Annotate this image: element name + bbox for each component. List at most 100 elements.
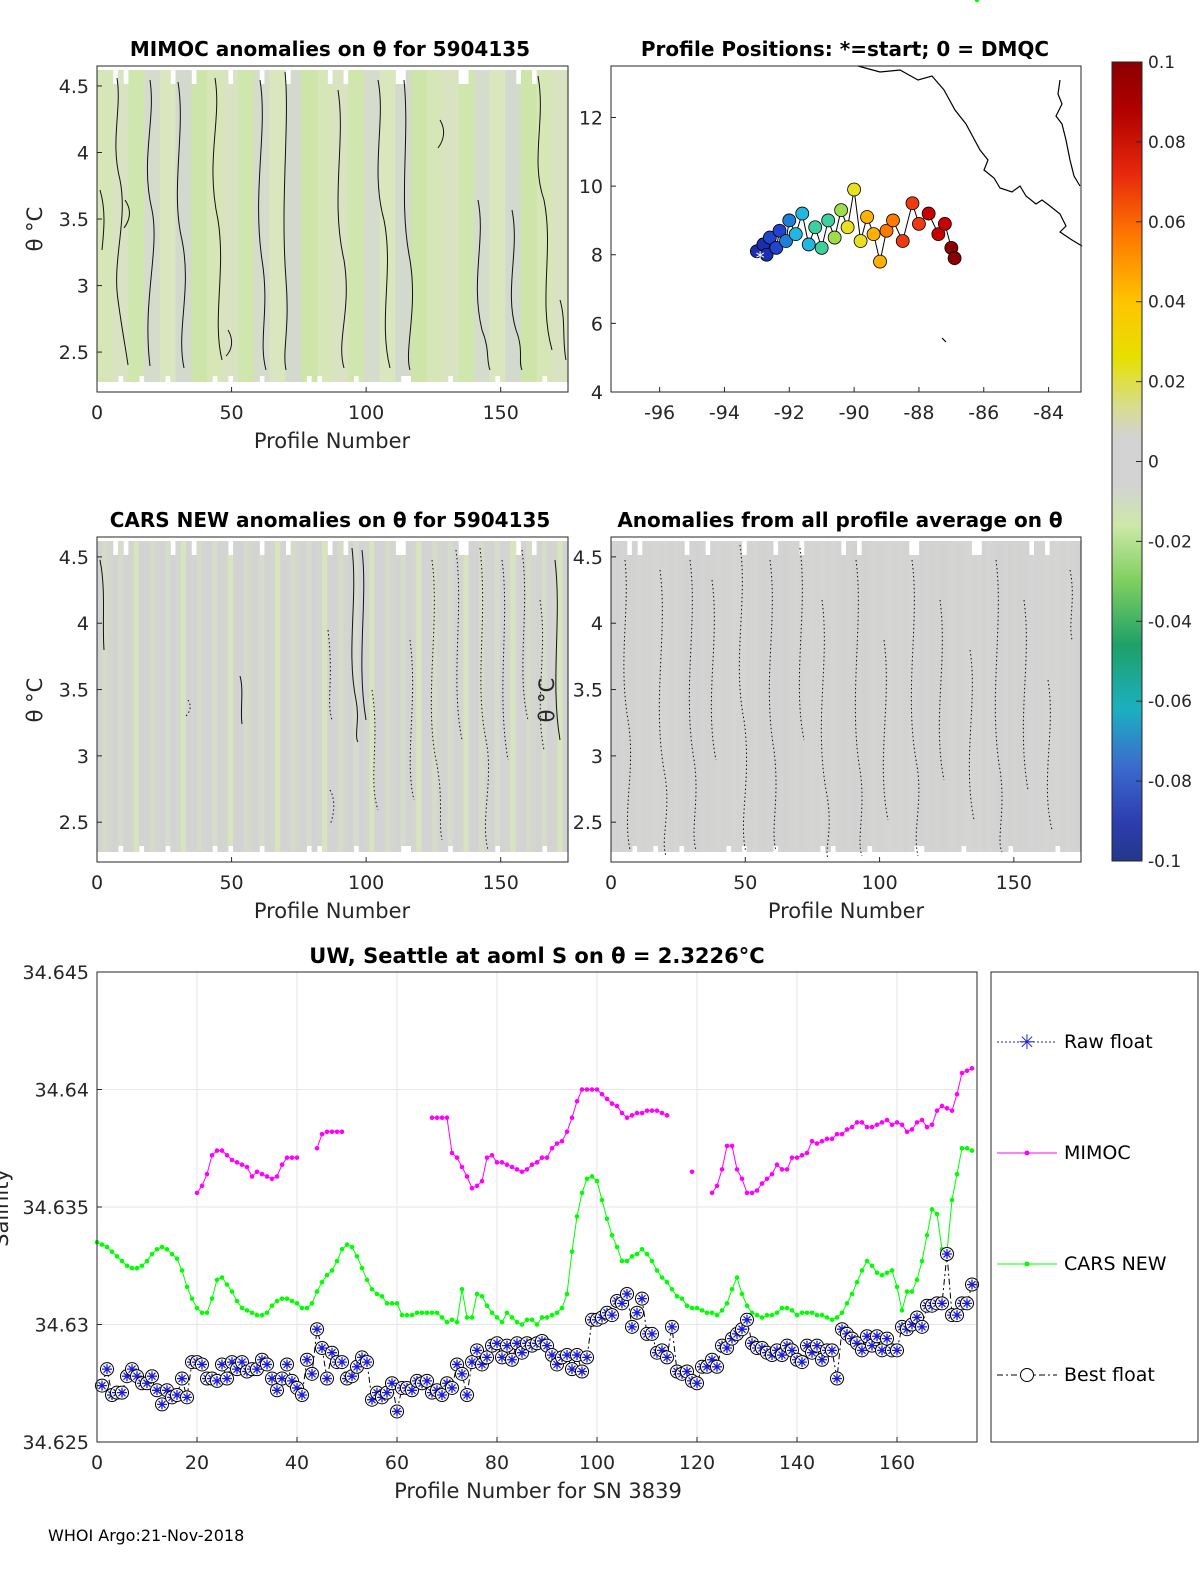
series-point: [589, 1087, 595, 1092]
legend-marker-mimoc: [1024, 1150, 1030, 1156]
field-cell: [940, 541, 946, 852]
field-cell: [269, 70, 276, 382]
raw-float-point: [492, 1338, 502, 1349]
field-cell: [647, 541, 654, 852]
mimoc-xtick-label: 150: [483, 402, 519, 424]
contour-line: [258, 79, 267, 371]
field-cell: [379, 541, 386, 852]
series-point: [814, 1312, 820, 1318]
anomalies-yticks: 2.5 3 3.5 4 4.5: [573, 547, 616, 834]
field-cell: [295, 70, 302, 382]
series-point: [819, 1312, 825, 1318]
series-point: [199, 1183, 205, 1189]
mimoc-yticks: 2.5 3 3.5 4 4.5: [59, 76, 102, 364]
field-cell: [191, 555, 198, 852]
raw-float-point: [667, 1321, 677, 1332]
raw-float-point: [637, 1293, 647, 1304]
contour-line: [537, 75, 553, 351]
field-cell: [102, 541, 109, 852]
series-point: [219, 1275, 225, 1280]
raw-float-point: [517, 1347, 527, 1358]
anomalies-title: Anomalies from all profile average on θ: [617, 508, 1062, 532]
contour-line: [99, 189, 105, 251]
field-cell: [107, 70, 114, 382]
field-cell: [411, 70, 417, 382]
series-point: [619, 1110, 625, 1116]
anomalies-ytick-label: 4: [591, 613, 603, 635]
series-point: [689, 1169, 695, 1175]
field-cell: [746, 541, 753, 852]
field-cell: [180, 70, 187, 382]
series-point: [644, 1108, 650, 1113]
contour-line: [115, 77, 129, 366]
series-point: [829, 1136, 835, 1142]
field-cell: [374, 70, 381, 382]
series-point: [824, 1315, 830, 1320]
field-cell: [557, 70, 564, 382]
raw-float-point: [347, 1371, 357, 1382]
field-cell: [494, 70, 501, 376]
legend-marker-raw: ✳: [1019, 1030, 1036, 1054]
position-point: [779, 234, 793, 248]
cars-ylabel: θ °C: [23, 678, 47, 723]
field-cell: [955, 541, 962, 852]
series-point: [309, 1301, 315, 1306]
salinity-ytick-label: 34.645: [23, 962, 89, 984]
series-point: [324, 1129, 330, 1135]
series-point: [194, 1305, 200, 1311]
series-point: [314, 1289, 320, 1294]
salinity-xtick-label: 100: [579, 1452, 615, 1474]
series-point: [574, 1098, 580, 1104]
series-point: [944, 1106, 950, 1111]
field-cell: [526, 541, 532, 852]
series-point: [734, 1275, 740, 1280]
field-cell: [976, 555, 983, 852]
field-cell: [694, 541, 701, 852]
field-cell: [452, 541, 459, 852]
raw-float-point: [287, 1375, 297, 1386]
position-point: [873, 254, 887, 269]
field-cell: [280, 70, 286, 382]
raw-float-point: [702, 1361, 712, 1372]
field-cell: [191, 84, 198, 382]
positions-xtick-label: -84: [1033, 402, 1064, 424]
field-cell: [1023, 541, 1030, 852]
field-cell: [809, 541, 816, 852]
field-cell: [149, 541, 156, 852]
field-cell: [526, 70, 532, 382]
salinity-title: UW, Seattle at aoml S on θ = 2.3226°C: [309, 944, 764, 968]
field-cell: [479, 541, 485, 852]
series-point: [934, 1108, 940, 1113]
raw-float-point: [802, 1340, 812, 1351]
field-cell: [442, 70, 449, 382]
series-point: [459, 1164, 465, 1170]
series-point: [714, 1183, 720, 1189]
field-cell: [159, 70, 166, 382]
series-point: [609, 1232, 615, 1238]
field-cell: [384, 70, 391, 382]
field-cell: [814, 541, 821, 852]
series-point: [859, 1120, 865, 1125]
series-point: [889, 1268, 895, 1273]
raw-float-point: [452, 1359, 462, 1370]
field-cell: [924, 541, 931, 852]
series-point: [484, 1303, 490, 1308]
field-cell: [699, 541, 706, 852]
raw-float-point: [457, 1368, 467, 1379]
field-cell: [804, 541, 811, 852]
series-point: [684, 1303, 690, 1308]
cars-ytick-label: 4: [77, 613, 89, 635]
field-cell: [117, 70, 124, 376]
field-cell: [185, 541, 192, 852]
series-point: [954, 1171, 960, 1177]
series-point: [289, 1298, 295, 1304]
field-cell: [499, 70, 506, 382]
field-cell: [489, 541, 496, 852]
raw-float-point: [812, 1340, 822, 1351]
raw-float-point: [582, 1352, 592, 1363]
colorbar-tick-label: 0.06: [1148, 213, 1186, 233]
series-point: [499, 1160, 505, 1165]
field-cell: [557, 541, 564, 852]
series-point: [804, 1150, 810, 1156]
position-point: [931, 227, 946, 242]
